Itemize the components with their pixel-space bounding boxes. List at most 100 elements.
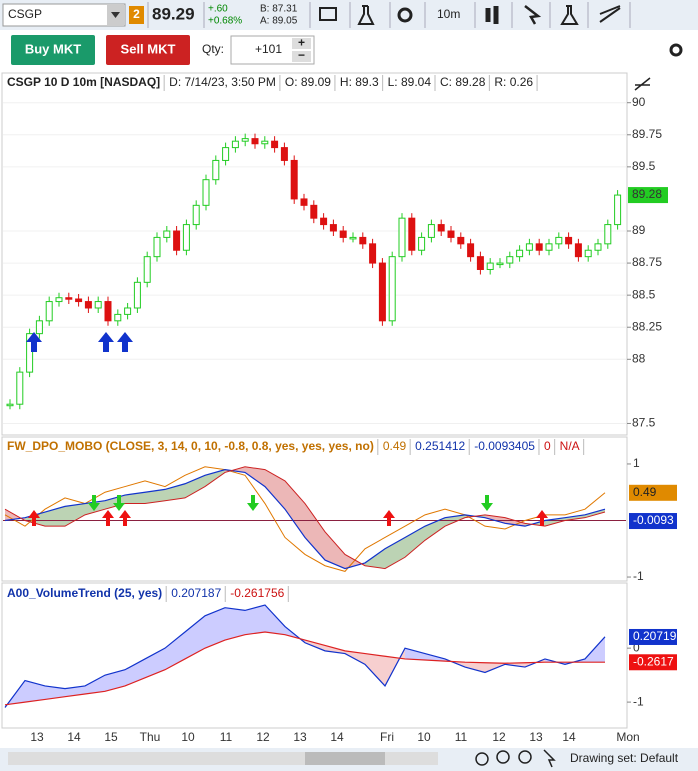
candle: [574, 243, 582, 258]
cursor-icon[interactable]: [524, 5, 542, 25]
band-fill: [285, 480, 305, 538]
drawing-set[interactable]: Drawing set: Default: [570, 751, 679, 765]
band-fill: [25, 680, 45, 703]
band-fill: [505, 517, 525, 527]
bid: B: 87.31: [260, 4, 298, 15]
candle: [310, 204, 318, 219]
buy-button[interactable]: [11, 35, 95, 65]
flask-icon[interactable]: [357, 5, 375, 25]
band-fill: [325, 531, 345, 569]
x-tick-label: 13: [30, 730, 44, 744]
red-line: [4, 631, 605, 706]
band-fill: [245, 466, 265, 487]
y-tick-label: 89.75: [632, 127, 662, 141]
change: +.60: [208, 4, 228, 15]
panel-header-item: FW_DPO_MOBO (CLOSE, 3, 14, 0, 10, -0.8, …: [7, 439, 374, 453]
band-fill: [85, 675, 105, 695]
x-tick-label: 10: [181, 730, 195, 744]
scroll-thumb[interactable]: [305, 752, 385, 765]
band-fill: [45, 685, 65, 700]
link-badge[interactable]: [129, 6, 144, 24]
candle: [104, 301, 112, 322]
candle: [398, 217, 406, 258]
change-pct: +0.68%: [208, 16, 242, 27]
panel-header-item: 0: [544, 439, 551, 453]
signal-arrow: [117, 332, 133, 352]
band-fill: [305, 503, 325, 561]
settings-icon[interactable]: [397, 7, 413, 23]
studies-icon[interactable]: [560, 5, 579, 25]
y-tick-label: 90: [632, 95, 646, 109]
x-tick-label: 15: [104, 730, 118, 744]
panel-icon[interactable]: [634, 77, 651, 91]
pointer-icon[interactable]: [543, 749, 556, 768]
candle: [202, 179, 210, 206]
qty-value[interactable]: +101: [255, 42, 282, 56]
link-number: 2: [133, 7, 140, 21]
qty-up[interactable]: [292, 38, 311, 49]
plus-icon: +: [298, 36, 305, 50]
candle: [584, 249, 592, 258]
candle-icon[interactable]: [485, 6, 499, 24]
band-fill: [305, 640, 325, 651]
band-fill: [125, 658, 145, 686]
qty-down[interactable]: [292, 51, 311, 62]
x-tick-label: Thu: [140, 730, 161, 744]
y-tick-label: 88.5: [632, 287, 656, 301]
candle: [408, 217, 416, 251]
last-price-label: 89.28: [632, 187, 662, 201]
band-fill: [145, 489, 165, 504]
candle: [75, 298, 83, 303]
candle: [26, 333, 34, 373]
symbol-box[interactable]: [2, 3, 126, 27]
last-price-tag: [628, 187, 668, 204]
signal-arrow: [119, 510, 131, 526]
value-tag: [629, 513, 677, 530]
panel-header-item: 0.49: [383, 439, 407, 453]
sell-label[interactable]: Sell MKT: [121, 41, 176, 56]
interval[interactable]: 10m: [437, 7, 460, 21]
candle: [222, 147, 230, 161]
buy-label[interactable]: Buy MKT: [25, 41, 81, 56]
candle: [476, 256, 484, 270]
candle: [329, 224, 337, 232]
sell-button[interactable]: [106, 35, 190, 65]
x-tick-label: Fri: [380, 730, 394, 744]
candle: [614, 194, 622, 226]
last-price: 89.29: [152, 4, 195, 23]
candle: [271, 140, 279, 149]
orange-line: [4, 466, 606, 572]
monitor-icon[interactable]: [319, 7, 337, 21]
candle: [594, 243, 602, 251]
candle: [143, 256, 151, 283]
band-fill: [405, 648, 425, 661]
panel-header-item: L: 89.04: [388, 75, 432, 89]
volume-panel: [1, 582, 628, 729]
x-tick-label: 12: [256, 730, 270, 744]
symbol[interactable]: CSGP: [8, 7, 42, 21]
zoom-out-icon[interactable]: [518, 750, 532, 764]
x-tick-label: 10: [417, 730, 431, 744]
reset-icon[interactable]: [475, 752, 489, 766]
candle: [388, 256, 396, 322]
candle: [535, 243, 543, 251]
candle: [300, 198, 308, 206]
band-fill: [265, 605, 285, 635]
zoom-in-icon[interactable]: [496, 750, 510, 764]
candle: [16, 371, 24, 405]
signal-arrow: [383, 510, 395, 526]
candle: [192, 204, 200, 226]
value-tag-label: 0.49: [633, 485, 657, 499]
ask: A: 89.05: [260, 16, 298, 27]
band-fill: [65, 685, 85, 697]
x-tick-label: 13: [293, 730, 307, 744]
candle: [437, 224, 445, 232]
candle: [359, 236, 367, 245]
value-tag: [629, 484, 677, 501]
drawing-icon[interactable]: [599, 5, 621, 23]
order-settings-icon[interactable]: [669, 43, 683, 57]
value-tag-label: -0.0093: [633, 513, 674, 527]
candle: [182, 224, 190, 251]
panel-header-item: N/A: [560, 439, 580, 453]
